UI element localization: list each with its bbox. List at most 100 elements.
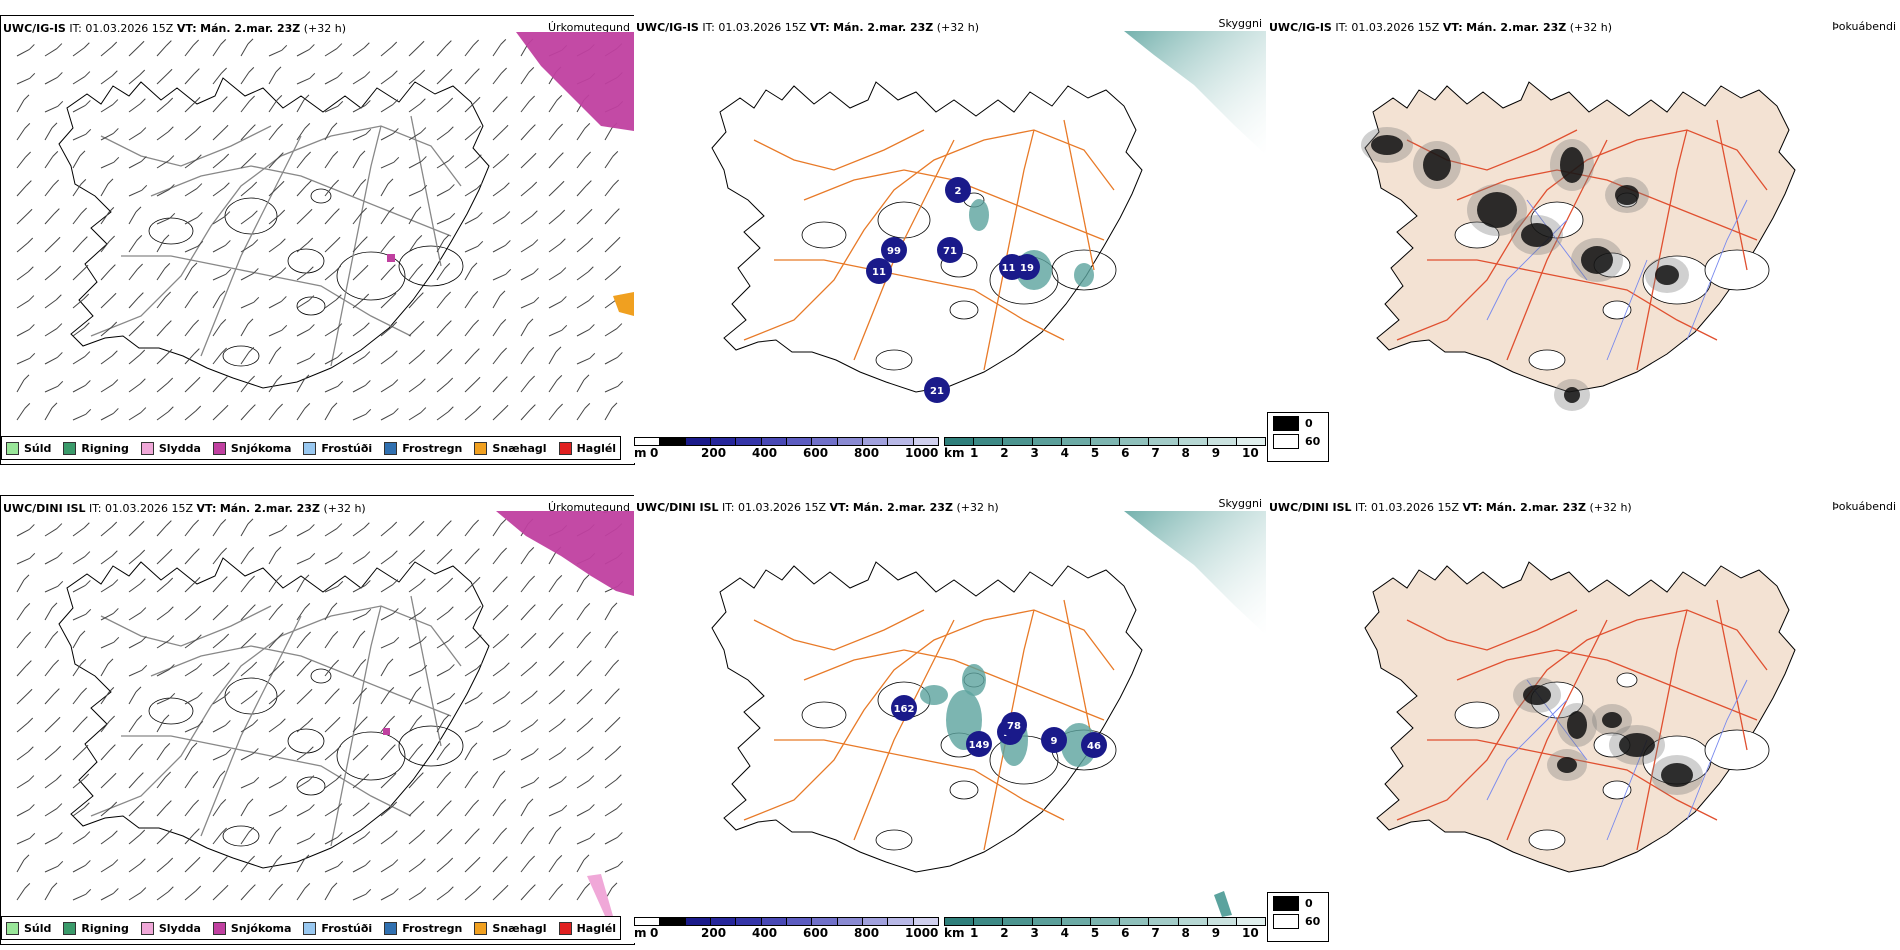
wind-barb-flag xyxy=(612,151,619,157)
wind-barb-flag xyxy=(561,296,567,302)
wind-barb-flag xyxy=(191,262,198,269)
wind-barb-flag xyxy=(418,520,425,527)
legend-label: Haglél xyxy=(576,441,617,455)
wind-barb-flag xyxy=(113,636,120,643)
wind-barb-flag xyxy=(82,744,89,751)
wind-barb-flag xyxy=(587,746,594,753)
wind-barb-shaft xyxy=(72,384,86,393)
fog-indicator-area xyxy=(1602,712,1622,728)
low-visibility-spot xyxy=(920,685,948,705)
wind-barb-shaft xyxy=(212,804,222,817)
snowfall-area xyxy=(516,32,634,131)
low-cloud-base-area xyxy=(1081,732,1107,758)
wind-barb-shaft xyxy=(548,329,562,337)
wind-barb-flag xyxy=(417,263,423,270)
wind-barb-shaft xyxy=(296,636,307,649)
wind-barb-shaft xyxy=(16,379,25,393)
wind-barb-shaft xyxy=(72,864,86,873)
wind-barb-flag xyxy=(391,70,398,77)
wind-barb-shaft xyxy=(604,385,618,393)
wind-barb-shaft xyxy=(604,693,615,705)
wind-barb-shaft xyxy=(576,128,586,141)
wind-barb-flag xyxy=(167,606,174,613)
wind-barb-shaft xyxy=(352,749,364,761)
wind-barb-flag xyxy=(472,771,479,777)
wind-barb-shaft xyxy=(352,104,366,113)
wind-barb-flag xyxy=(251,181,258,188)
wind-barb-flag xyxy=(24,603,31,609)
cloud-base-value: 162 xyxy=(894,704,915,715)
colorbar-swatch xyxy=(1149,438,1179,445)
wind-barb-flag xyxy=(419,378,426,385)
wind-barb-shaft xyxy=(72,836,86,845)
wind-barb-flag xyxy=(503,662,510,669)
wind-barb-flag xyxy=(557,883,563,890)
wind-barb-shaft xyxy=(408,805,420,817)
wind-barb-flag xyxy=(141,664,148,671)
wind-barb-shaft xyxy=(268,214,281,225)
wind-barb-shaft xyxy=(324,585,338,593)
wind-barb-shaft xyxy=(184,890,197,901)
wind-barb-flag xyxy=(57,832,63,838)
wind-barb-flag xyxy=(281,44,288,51)
wind-barb-shaft xyxy=(548,809,562,817)
wind-barb-shaft xyxy=(44,105,58,113)
wind-barb-shaft xyxy=(296,528,310,537)
wind-barb-shaft xyxy=(44,721,56,733)
cloud-base-value: 99 xyxy=(887,246,901,257)
wind-barb-shaft xyxy=(268,351,277,365)
wind-barb-flag xyxy=(556,375,563,381)
legend-label: Rigning xyxy=(81,921,129,935)
colorbar-swatch xyxy=(1236,918,1266,925)
wind-barb-flag xyxy=(556,575,563,581)
wind-barb-shaft xyxy=(380,355,393,365)
wind-barb-shaft xyxy=(268,580,278,593)
wind-barb-shaft xyxy=(464,188,478,197)
fog-indicator-area xyxy=(1521,223,1553,247)
wind-barb-flag xyxy=(108,207,115,213)
wind-barb-shaft xyxy=(212,696,226,705)
river-line xyxy=(1486,699,1568,801)
wind-barb-shaft xyxy=(184,610,197,621)
fog-indicator-area xyxy=(1564,387,1580,403)
colorbar-tick-label: 400 xyxy=(752,446,778,460)
colorbar-swatch xyxy=(786,918,813,925)
wind-barb-flag xyxy=(135,206,142,213)
wind-barb-shaft xyxy=(128,160,142,169)
wind-barb-flag xyxy=(26,208,33,215)
wind-barb-shaft xyxy=(352,269,364,281)
wind-barb-flag xyxy=(561,804,568,811)
wind-barb-shaft xyxy=(212,129,224,141)
wind-barb-flag xyxy=(247,518,254,525)
wind-barb-flag xyxy=(169,692,176,699)
wind-barb-flag xyxy=(446,828,453,835)
legend-swatch xyxy=(558,921,572,935)
wind-barb-flag xyxy=(446,320,452,326)
panel-title: Þokuábendi xyxy=(1832,20,1896,33)
wind-barb-shaft xyxy=(380,183,389,197)
wind-barb-flag xyxy=(281,324,288,331)
wind-barb-flag xyxy=(52,151,59,157)
wind-barb-shaft xyxy=(576,357,590,365)
wind-barb-flag xyxy=(27,266,34,273)
wind-barb-flag xyxy=(309,72,316,79)
wind-barb-shaft xyxy=(352,778,365,789)
wind-barb-flag xyxy=(331,882,338,889)
wind-barb-shaft xyxy=(520,352,530,365)
colorbar-swatch xyxy=(1120,438,1150,445)
wind-barb-shaft xyxy=(520,552,530,565)
wind-barb-shaft xyxy=(16,837,30,845)
wind-barb-flag xyxy=(586,208,593,215)
wind-barb-shaft xyxy=(128,240,138,253)
wind-barb-flag xyxy=(80,659,87,665)
wind-barb-shaft xyxy=(408,691,417,705)
wind-barb-shaft xyxy=(184,553,195,565)
wind-barb-shaft xyxy=(604,156,614,169)
wind-barb-flag xyxy=(222,576,228,582)
wind-barb-shaft xyxy=(16,780,30,789)
wind-barb-flag xyxy=(501,547,507,554)
wind-barb-flag xyxy=(303,374,310,381)
wind-barb-flag xyxy=(23,374,30,381)
wind-barb-shaft xyxy=(604,270,617,281)
wind-barb-flag xyxy=(79,150,86,157)
